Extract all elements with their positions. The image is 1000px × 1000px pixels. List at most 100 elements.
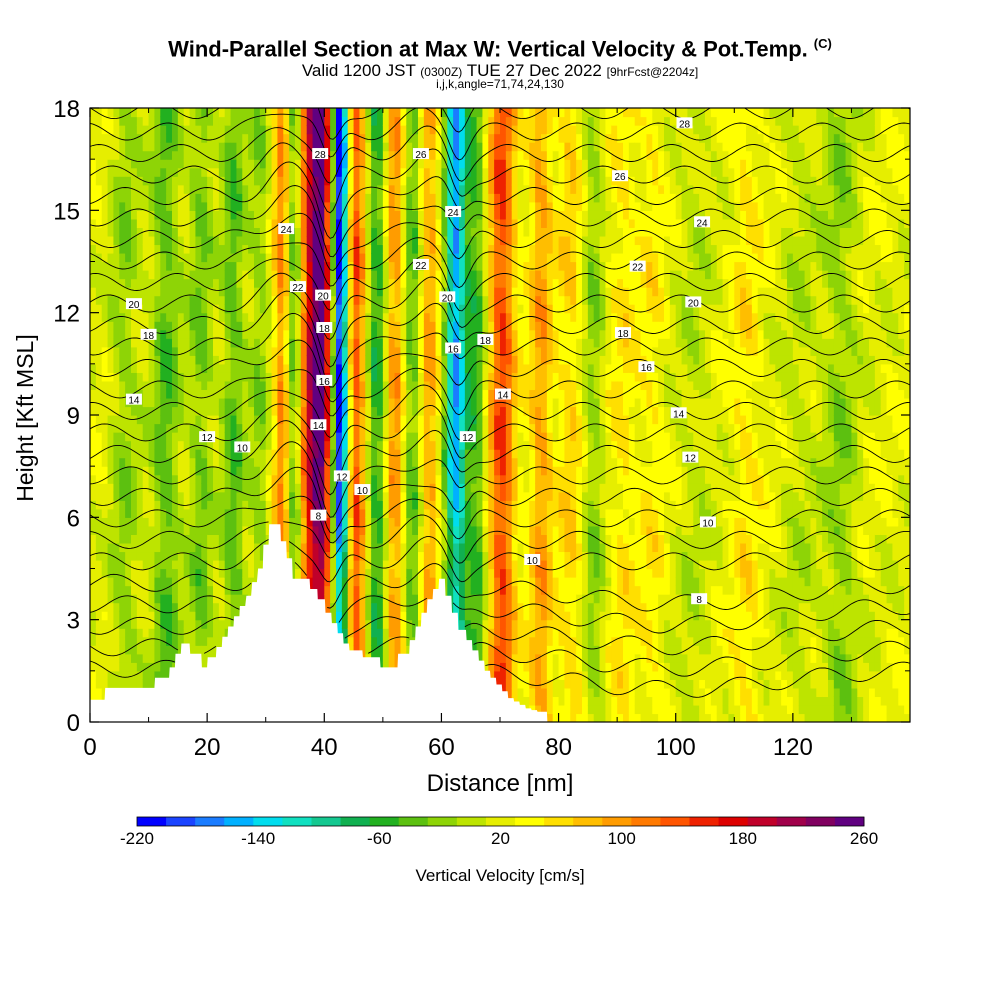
velocity-cell: [172, 432, 179, 442]
velocity-cell: [459, 380, 466, 391]
velocity-cell: [218, 500, 226, 510]
velocity-cell: [172, 500, 179, 510]
velocity-cell: [248, 508, 255, 518]
velocity-cell: [412, 210, 419, 220]
velocity-cell: [125, 287, 132, 297]
velocity-cell: [242, 397, 249, 408]
velocity-cell: [347, 252, 355, 263]
velocity-cell: [271, 406, 279, 416]
velocity-cell: [95, 201, 103, 211]
velocity-cell: [388, 329, 396, 339]
velocity-cell: [441, 116, 448, 126]
velocity-cell: [476, 355, 484, 365]
velocity-cell: [160, 466, 167, 476]
velocity-cell: [306, 244, 314, 254]
velocity-cell: [90, 355, 97, 365]
velocity-cell: [218, 338, 226, 348]
velocity-cell: [312, 304, 320, 314]
velocity-cell: [166, 372, 173, 382]
velocity-cell: [295, 329, 302, 339]
velocity-cell: [259, 312, 267, 322]
velocity-cell: [394, 235, 402, 246]
velocity-cell: [406, 491, 413, 501]
velocity-cell: [131, 167, 138, 177]
velocity-cell: [464, 312, 472, 322]
velocity-cell: [166, 645, 173, 655]
velocity-cell: [248, 150, 255, 160]
velocity-cell: [306, 329, 314, 339]
velocity-cell: [277, 125, 284, 135]
velocity-cell: [295, 457, 302, 467]
velocity-cell: [90, 645, 97, 655]
velocity-cell: [230, 312, 238, 322]
velocity-cell: [412, 329, 419, 339]
velocity-cell: [172, 355, 179, 365]
velocity-cell: [295, 432, 302, 442]
velocity-cell: [447, 133, 454, 143]
velocity-cell: [254, 210, 261, 220]
velocity-cell: [201, 338, 208, 348]
velocity-cell: [312, 278, 320, 288]
velocity-cell: [224, 218, 232, 228]
velocity-cell: [429, 227, 437, 237]
velocity-cell: [300, 559, 308, 570]
velocity-cell: [113, 491, 120, 501]
velocity-cell: [300, 568, 308, 578]
velocity-cell: [107, 525, 115, 535]
velocity-cell: [341, 577, 349, 587]
velocity-cell: [177, 415, 185, 425]
velocity-cell: [464, 585, 472, 595]
velocity-cell: [312, 432, 320, 442]
velocity-cell: [488, 312, 495, 322]
velocity-cell: [254, 244, 261, 254]
velocity-cell: [271, 372, 279, 382]
velocity-cell: [160, 227, 167, 237]
velocity-cell: [218, 261, 226, 271]
velocity-cell: [213, 295, 220, 305]
velocity-cell: [142, 645, 150, 655]
velocity-cell: [289, 525, 296, 535]
velocity-cell: [207, 261, 214, 271]
velocity-cell: [447, 244, 454, 254]
velocity-cell: [101, 261, 109, 271]
velocity-cell: [295, 235, 302, 246]
velocity-cell: [394, 628, 402, 638]
velocity-cell: [435, 568, 443, 578]
velocity-cell: [177, 142, 185, 152]
velocity-cell: [259, 150, 267, 160]
velocity-cell: [447, 415, 454, 425]
velocity-cell: [306, 372, 314, 382]
velocity-cell: [394, 594, 402, 604]
velocity-cell: [271, 517, 279, 527]
velocity-cell: [459, 542, 466, 553]
velocity-cell: [183, 184, 191, 194]
velocity-cell: [336, 295, 343, 305]
velocity-cell: [125, 133, 132, 143]
velocity-cell: [207, 397, 214, 408]
velocity-cell: [183, 355, 191, 365]
velocity-cell: [312, 474, 320, 484]
velocity-cell: [242, 551, 249, 561]
velocity-cell: [429, 159, 437, 169]
velocity-cell: [172, 423, 179, 433]
velocity-cell: [336, 457, 343, 467]
velocity-cell: [359, 167, 366, 177]
velocity-cell: [142, 594, 150, 604]
velocity-cell: [341, 304, 349, 314]
velocity-cell: [488, 167, 495, 177]
velocity-cell: [166, 389, 173, 399]
velocity-cell: [365, 201, 372, 211]
velocity-cell: [482, 270, 489, 280]
velocity-cell: [172, 449, 179, 459]
velocity-cell: [177, 108, 185, 118]
velocity-cell: [177, 628, 185, 638]
velocity-cell: [377, 457, 384, 467]
velocity-cell: [394, 167, 402, 177]
velocity-cell: [201, 380, 208, 391]
velocity-cell: [289, 372, 296, 382]
velocity-cell: [429, 287, 437, 297]
velocity-cell: [412, 500, 419, 510]
velocity-cell: [265, 380, 273, 391]
velocity-cell: [189, 568, 197, 578]
velocity-cell: [388, 270, 396, 280]
